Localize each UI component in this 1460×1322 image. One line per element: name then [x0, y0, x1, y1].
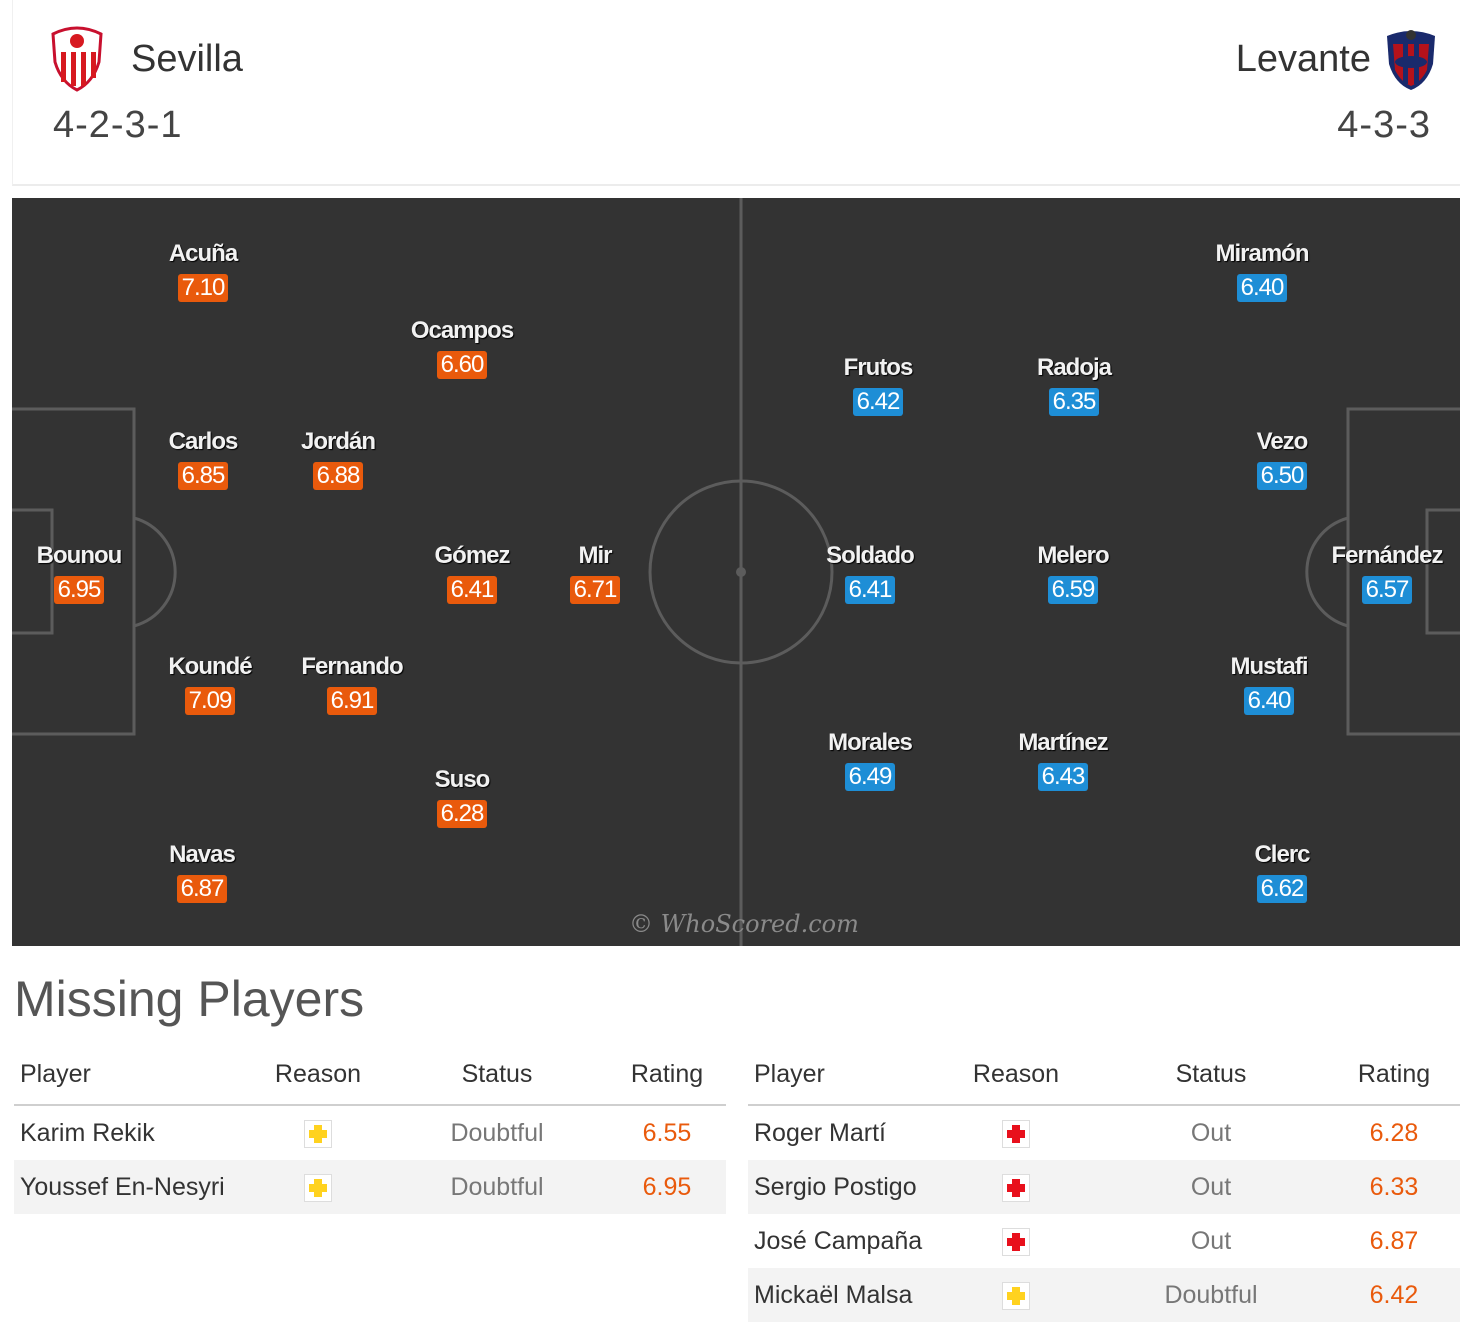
table-row: Youssef En-Nesyri Doubtful 6.95 — [14, 1160, 726, 1214]
away-player-miramon[interactable]: Miramón 6.40 — [1215, 240, 1310, 302]
table-row: Mickaël Malsa Doubtful 6.42 — [748, 1268, 1460, 1322]
col-header-status[interactable]: Status — [386, 1044, 608, 1106]
away-player-melero[interactable]: Melero 6.59 — [1037, 542, 1110, 604]
away-player-mustafi[interactable]: Mustafi 6.40 — [1230, 653, 1309, 715]
away-player-soldado[interactable]: Soldado 6.41 — [826, 542, 915, 604]
away-player-radoja[interactable]: Radoja 6.35 — [1036, 354, 1112, 416]
col-header-reason[interactable]: Reason — [938, 1044, 1094, 1106]
away-player-morales[interactable]: Morales 6.49 — [828, 729, 913, 791]
status-text: Out — [1094, 1160, 1328, 1214]
rating-value: 6.87 — [1369, 1226, 1419, 1255]
rating-value: 6.55 — [642, 1118, 692, 1147]
home-player-navas[interactable]: Navas 6.87 — [169, 841, 236, 903]
rating-value: 6.42 — [1328, 1268, 1460, 1322]
injury-doubtful-icon — [1002, 1281, 1030, 1310]
player-name[interactable]: Youssef En-Nesyri — [14, 1160, 250, 1214]
pitch: Acuña 7.10 Ocampos 6.60 Carlos 6.85 Jord… — [12, 198, 1460, 946]
table-row: Karim Rekik Doubtful 6.55 — [14, 1105, 726, 1160]
player-name[interactable]: José Campaña — [754, 1226, 923, 1255]
injury-doubtful-icon — [304, 1173, 332, 1202]
away-player-martinez[interactable]: Martínez 6.43 — [1018, 729, 1109, 791]
col-header-player[interactable]: Player — [748, 1044, 938, 1106]
home-player-jordan[interactable]: Jordán 6.88 — [300, 428, 376, 490]
col-header-status[interactable]: Status — [1094, 1044, 1328, 1106]
sevilla-crest-icon — [51, 26, 103, 92]
home-player-suso[interactable]: Suso 6.28 — [434, 766, 490, 828]
injury-doubtful-icon — [304, 1119, 332, 1148]
status-text: Doubtful — [450, 1118, 544, 1147]
table-row: Roger Martí Out 6.28 — [748, 1105, 1460, 1160]
player-name[interactable]: Sergio Postigo — [748, 1160, 938, 1214]
home-player-gomez[interactable]: Gómez 6.41 — [434, 542, 511, 604]
injury-out-icon — [1002, 1119, 1030, 1148]
home-player-ocampos[interactable]: Ocampos 6.60 — [410, 317, 514, 379]
player-name[interactable]: Mickaël Malsa — [748, 1268, 938, 1322]
home-player-carlos[interactable]: Carlos 6.85 — [168, 428, 238, 490]
away-team-name[interactable]: Levante — [1235, 38, 1371, 80]
away-player-fernandez[interactable]: Fernández 6.57 — [1331, 542, 1444, 604]
rating-value: 6.28 — [1369, 1118, 1419, 1147]
rating-value: 6.33 — [1328, 1160, 1460, 1214]
injury-out-icon — [1002, 1173, 1030, 1202]
rating-value: 6.95 — [608, 1160, 726, 1214]
col-header-rating[interactable]: Rating — [608, 1044, 726, 1106]
away-player-frutos[interactable]: Frutos 6.42 — [843, 354, 913, 416]
col-header-player[interactable]: Player — [14, 1044, 250, 1106]
away-player-clerc[interactable]: Clerc 6.62 — [1254, 841, 1311, 903]
away-missing-table: Player Reason Status Rating Roger Martí … — [748, 1044, 1460, 1322]
pitch-markings — [12, 198, 1460, 946]
home-player-acuna[interactable]: Acuña 7.10 — [168, 240, 238, 302]
home-player-mir[interactable]: Mir 6.71 — [515, 542, 675, 604]
home-missing-table: Player Reason Status Rating Karim Rekik … — [14, 1044, 726, 1214]
away-formation: 4-3-3 — [1337, 104, 1431, 146]
status-text: Doubtful — [1094, 1268, 1328, 1322]
away-player-vezo[interactable]: Vezo 6.50 — [1256, 428, 1308, 490]
col-header-reason[interactable]: Reason — [250, 1044, 386, 1106]
status-text: Doubtful — [386, 1160, 608, 1214]
home-player-bounou[interactable]: Bounou 6.95 — [36, 542, 122, 604]
home-formation: 4-2-3-1 — [53, 104, 183, 146]
table-row: José Campaña Out 6.87 — [748, 1214, 1460, 1268]
status-text: Out — [1190, 1226, 1232, 1255]
player-name[interactable]: Karim Rekik — [20, 1118, 155, 1147]
home-player-fernando[interactable]: Fernando 6.91 — [301, 653, 404, 715]
missing-players-title: Missing Players — [14, 971, 365, 1027]
injury-out-icon — [1002, 1227, 1030, 1256]
home-team-name[interactable]: Sevilla — [131, 38, 243, 80]
status-text: Out — [1190, 1118, 1232, 1147]
player-name[interactable]: Roger Martí — [754, 1118, 886, 1147]
levante-crest-icon — [1387, 30, 1435, 90]
home-player-kounde[interactable]: Koundé 7.09 — [168, 653, 253, 715]
lineup-header: Sevilla 4-2-3-1 Levante 4-3-3 — [12, 0, 1460, 186]
watermark: © WhoScored.com — [629, 910, 859, 938]
col-header-rating[interactable]: Rating — [1328, 1044, 1460, 1106]
table-row: Sergio Postigo Out 6.33 — [748, 1160, 1460, 1214]
